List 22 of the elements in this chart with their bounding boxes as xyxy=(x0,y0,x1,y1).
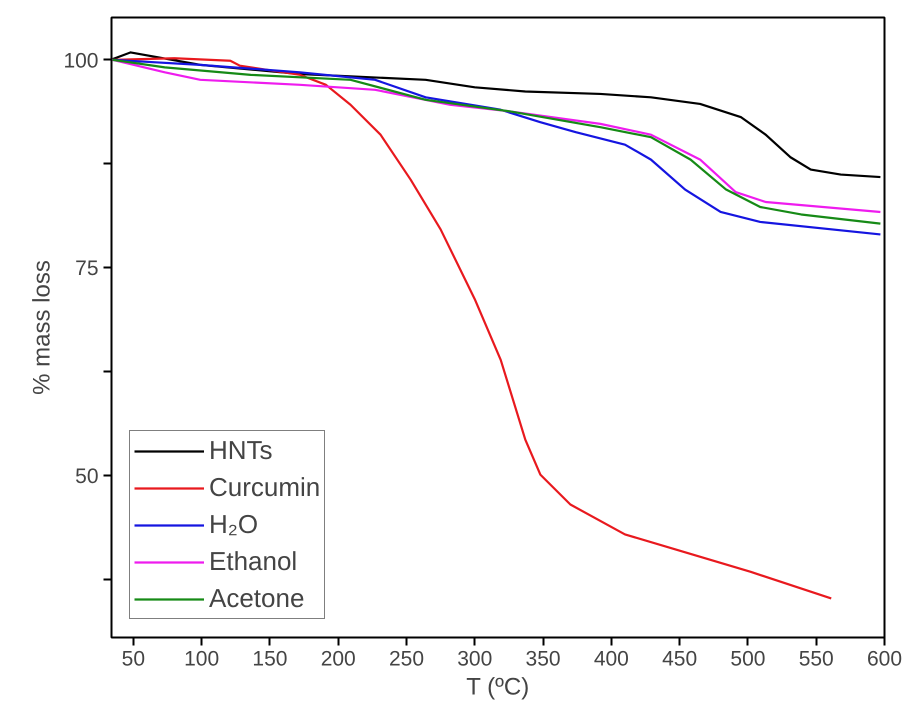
x-tick-label: 300 xyxy=(457,648,492,670)
x-tick-label: 250 xyxy=(388,648,424,670)
x-axis-title: T (ºC) xyxy=(466,674,530,700)
x-tick-label: 150 xyxy=(252,648,288,670)
y-tick-label: 100 xyxy=(63,49,99,72)
legend-label: H₂O xyxy=(209,509,258,540)
legend-label: Curcumin xyxy=(209,472,320,503)
x-tick-label: 450 xyxy=(662,648,698,670)
x-tick-label: 400 xyxy=(594,648,629,670)
y-axis-title: % mass loss xyxy=(28,260,56,395)
x-tick-label: 600 xyxy=(866,648,902,670)
x-tick-label: 100 xyxy=(184,648,220,670)
y-tick-label: 75 xyxy=(75,257,98,280)
legend-label: HNTs xyxy=(209,435,273,466)
x-tick-label: 550 xyxy=(798,648,834,670)
x-tick-label: 350 xyxy=(526,648,561,670)
y-tick-label: 50 xyxy=(75,464,98,488)
legend-label: Ethanol xyxy=(209,546,298,577)
x-tick-label: 200 xyxy=(320,648,356,670)
legend-label: Acetone xyxy=(209,583,304,614)
x-tick-label: 500 xyxy=(730,648,766,670)
x-tick-label: 50 xyxy=(122,648,146,670)
